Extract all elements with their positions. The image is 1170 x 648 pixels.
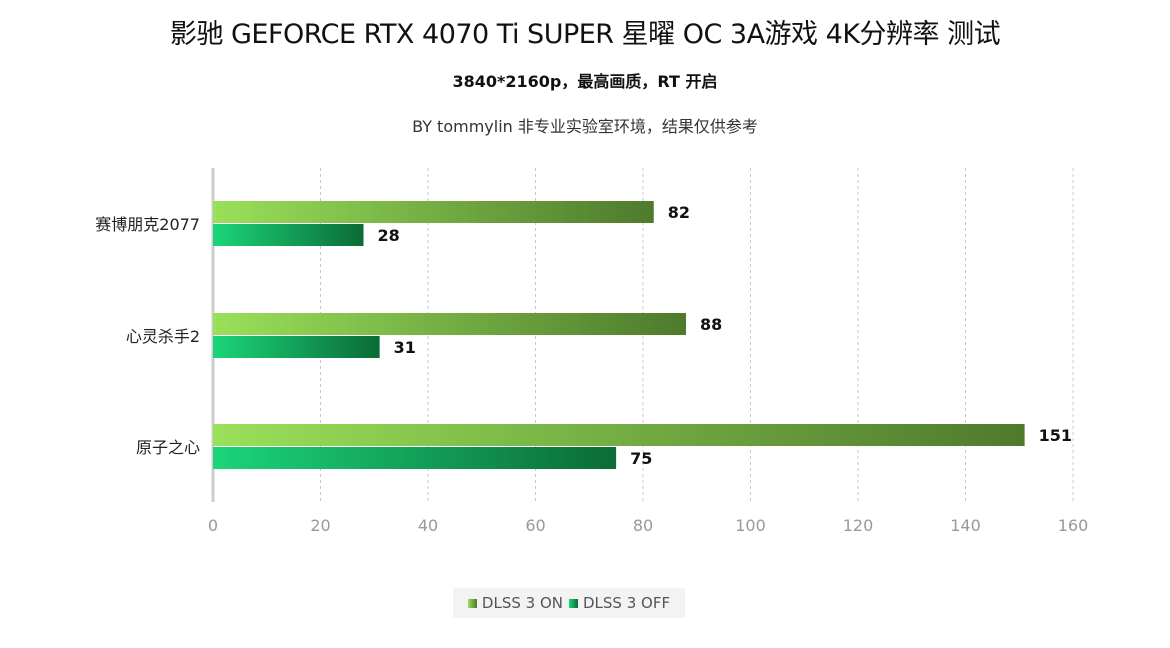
x-tick-label: 40 xyxy=(418,516,438,535)
x-tick-label: 0 xyxy=(208,516,218,535)
chart-note: BY tommylin 非专业实验室环境，结果仅供参考 xyxy=(412,117,758,136)
x-tick-label: 20 xyxy=(310,516,330,535)
bar-dlss-off xyxy=(213,336,380,358)
x-tick-label: 160 xyxy=(1058,516,1089,535)
x-tick-label: 60 xyxy=(525,516,545,535)
x-tick-label: 100 xyxy=(735,516,766,535)
x-tick-label: 120 xyxy=(843,516,874,535)
data-label-dlss-off: 31 xyxy=(394,338,416,357)
data-label-dlss-off: 28 xyxy=(378,226,400,245)
legend-swatch-dlss-off xyxy=(568,598,578,608)
legend-label-dlss-on: DLSS 3 ON xyxy=(481,594,563,612)
x-tick-label: 140 xyxy=(950,516,981,535)
data-label-dlss-on: 88 xyxy=(700,315,722,334)
legend-label-dlss-off: DLSS 3 OFF xyxy=(582,594,671,612)
data-label-dlss-off: 75 xyxy=(630,449,652,468)
category-label: 心灵杀手2 xyxy=(126,327,200,346)
bar-dlss-off xyxy=(213,447,617,469)
legend-swatch-dlss-on xyxy=(467,598,477,608)
data-label-dlss-on: 82 xyxy=(668,203,690,222)
bar-dlss-on xyxy=(213,313,686,335)
data-label-dlss-on: 151 xyxy=(1039,426,1072,445)
x-tick-label: 80 xyxy=(633,516,653,535)
chart-legend: DLSS 3 ON DLSS 3 OFF xyxy=(453,588,685,618)
bar-dlss-off xyxy=(213,224,364,246)
legend-item-dlss-off[interactable]: DLSS 3 OFF xyxy=(568,594,671,612)
bar-dlss-on xyxy=(213,424,1025,446)
chart-title: 影驰 GEFORCE RTX 4070 Ti SUPER 星曜 OC 3A游戏 … xyxy=(169,19,1001,50)
chart-subtitle: 3840*2160p，最高画质，RT 开启 xyxy=(452,72,718,91)
bar-dlss-on xyxy=(213,201,654,223)
legend-item-dlss-on[interactable]: DLSS 3 ON xyxy=(467,594,563,612)
category-label: 原子之心 xyxy=(136,438,200,457)
category-label: 赛博朋克2077 xyxy=(95,215,200,234)
